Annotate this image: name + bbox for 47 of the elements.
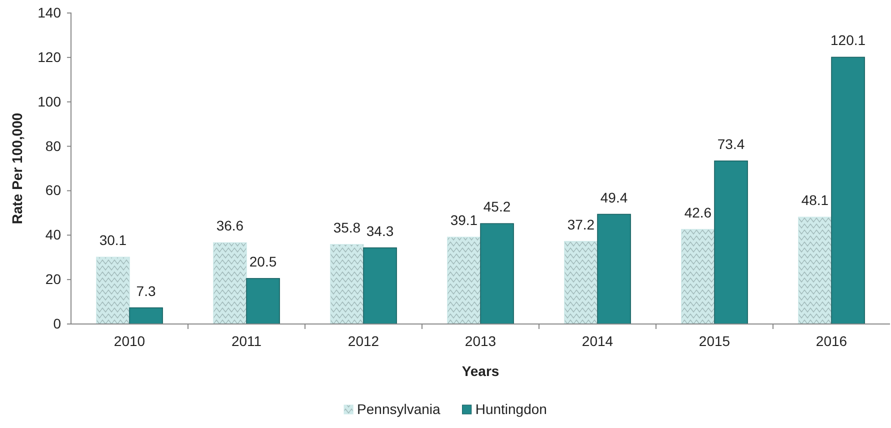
x-tick-label: 2013: [464, 333, 496, 349]
bar: [213, 242, 247, 324]
bar: [96, 256, 130, 324]
y-tick-label: 80: [45, 138, 62, 154]
x-tick-label: 2011: [231, 333, 262, 349]
data-label: 20.5: [249, 253, 277, 270]
data-label: 37.2: [567, 216, 595, 232]
x-tick-label: 2012: [348, 333, 380, 349]
legend-label: Huntingdon: [475, 401, 547, 417]
bar: [246, 278, 280, 324]
legend-label: Pennsylvania: [357, 401, 441, 417]
y-tick-label: 0: [53, 315, 62, 332]
x-tick-label: 2014: [582, 333, 614, 349]
data-label: 36.6: [216, 218, 244, 234]
data-label: 39.1: [450, 212, 478, 228]
data-label: 45.2: [483, 198, 511, 215]
x-axis-title: Years: [462, 363, 500, 379]
y-tick-label: 20: [45, 271, 62, 288]
bar: [798, 216, 832, 324]
bar: [597, 214, 631, 324]
x-tick-label: 2015: [698, 333, 730, 349]
bar: [447, 236, 481, 324]
data-label: 120.1: [830, 32, 866, 48]
data-label: 34.3: [366, 222, 394, 239]
bar: [363, 247, 397, 324]
data-label: 35.8: [333, 219, 361, 236]
y-tick-label: 140: [38, 4, 62, 20]
y-axis-title: Rate Per 100,000: [9, 112, 25, 224]
bar: [714, 160, 748, 324]
x-tick-label: 2016: [816, 333, 848, 349]
x-tick-label: 2010: [114, 333, 146, 349]
data-label: 7.3: [136, 282, 156, 299]
bar: [480, 223, 514, 324]
bar: [831, 56, 865, 324]
y-tick-label: 40: [45, 226, 62, 243]
data-label: 49.4: [600, 189, 628, 206]
data-label: 42.6: [684, 204, 712, 220]
data-label: 73.4: [717, 136, 745, 152]
bar: [129, 307, 163, 324]
bar: [330, 244, 364, 324]
bar: [564, 240, 598, 324]
y-tick-label: 120: [38, 48, 62, 65]
data-label: 48.1: [801, 192, 829, 208]
y-tick-label: 100: [38, 93, 62, 110]
y-tick-label: 60: [45, 182, 62, 198]
data-label: 30.1: [99, 232, 127, 248]
bar: [681, 228, 715, 324]
